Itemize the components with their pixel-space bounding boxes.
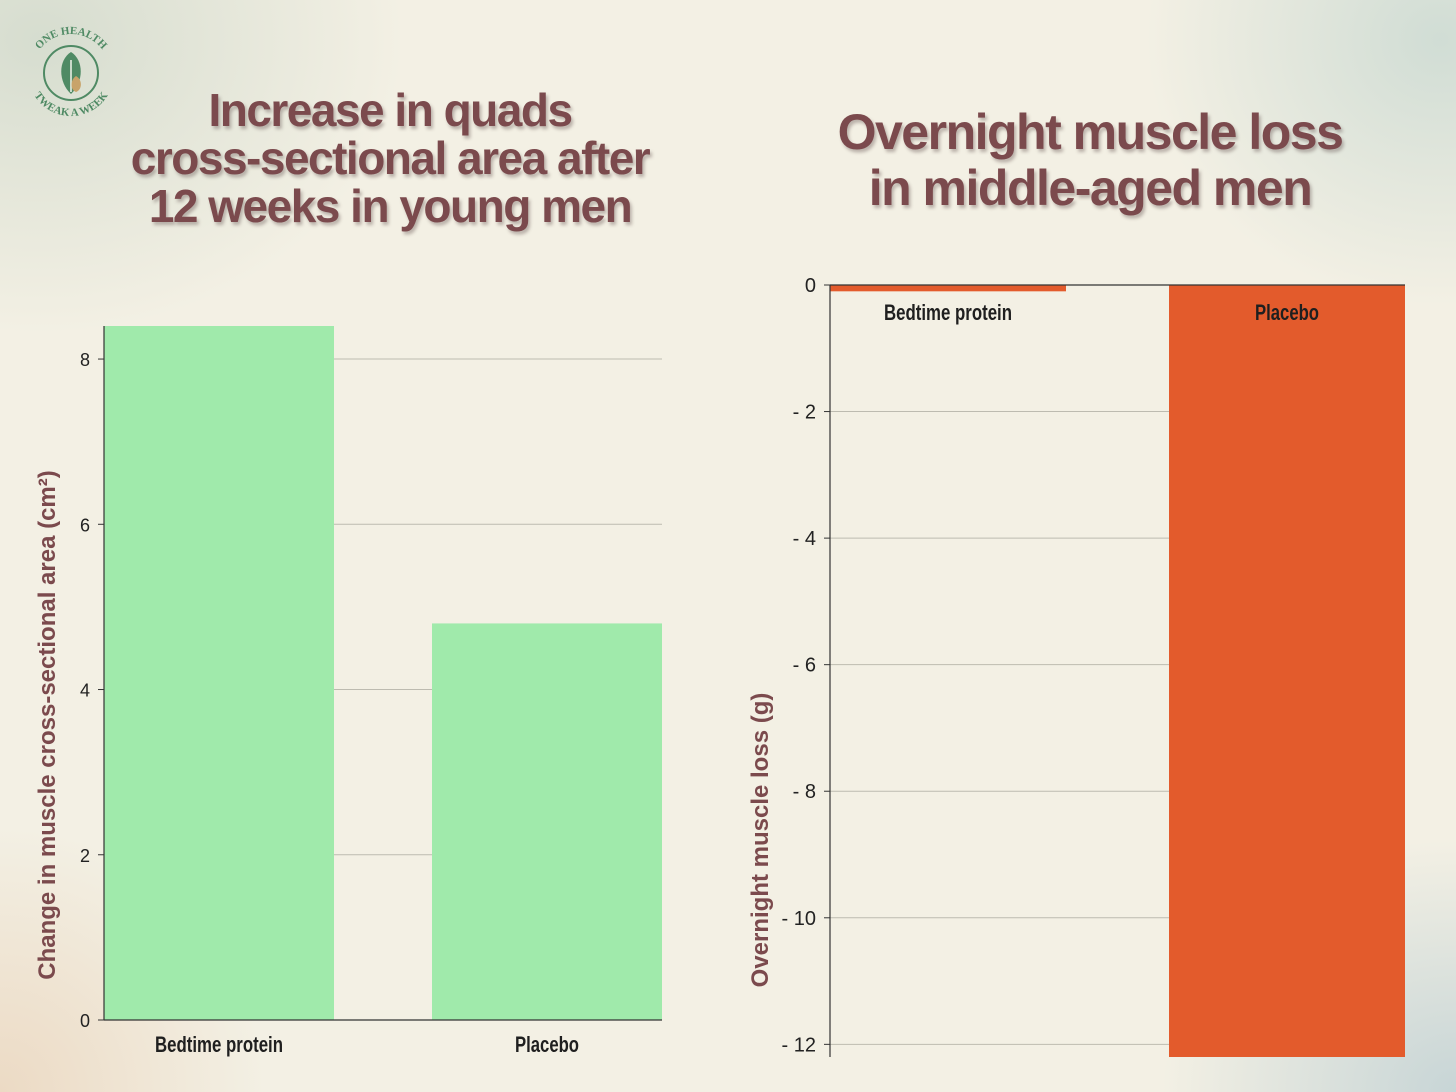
- one-health-logo: ONE HEALTH TWEAK A WEEK: [32, 25, 111, 119]
- y-tick-label: - 12: [782, 1034, 816, 1056]
- chart-title-left: Increase in quads cross-sectional area a…: [70, 86, 710, 230]
- bar: [432, 623, 662, 1020]
- bar: [830, 285, 1066, 292]
- y-tick-label: 2: [80, 846, 90, 866]
- category-label: Bedtime protein: [155, 1032, 283, 1057]
- category-label: Placebo: [515, 1032, 579, 1057]
- chart-title-right: Overnight muscle loss in middle-aged men: [800, 104, 1380, 216]
- title-line: Overnight muscle loss: [837, 104, 1344, 160]
- bar: [1169, 285, 1405, 1057]
- title-line: in middle-aged men: [868, 160, 1313, 216]
- title-line: Increase in quads: [208, 84, 573, 136]
- category-label: Bedtime protein: [884, 300, 1012, 325]
- y-tick-label: 4: [80, 681, 90, 701]
- title-line: cross-sectional area after: [130, 132, 651, 184]
- category-label: Placebo: [1255, 300, 1319, 325]
- chart-1: 0 2 4 6 8 Bedtime protein Placebo Change in mus…: [34, 326, 662, 1057]
- chart-2: 0 - 2 - 4 - 6 - 8 - 10 - 12 Bedtime protein Plac…: [747, 275, 1405, 1057]
- bar: [104, 326, 334, 1020]
- y-axis-label: Change in muscle cross-sectional area (c…: [34, 470, 61, 980]
- y-tick-label: - 8: [793, 781, 816, 803]
- y-tick-label: - 4: [793, 528, 816, 550]
- title-line: 12 weeks in young men: [148, 180, 633, 232]
- y-tick-label: - 10: [782, 908, 816, 930]
- y-tick-label: 8: [80, 350, 90, 370]
- y-tick-label: - 2: [793, 402, 816, 424]
- y-tick-label: 0: [805, 275, 816, 297]
- y-axis-label: Overnight muscle loss (g): [747, 693, 774, 988]
- y-tick-label: 0: [80, 1011, 90, 1031]
- y-tick-label: - 6: [793, 655, 816, 677]
- y-tick-label: 6: [80, 515, 90, 535]
